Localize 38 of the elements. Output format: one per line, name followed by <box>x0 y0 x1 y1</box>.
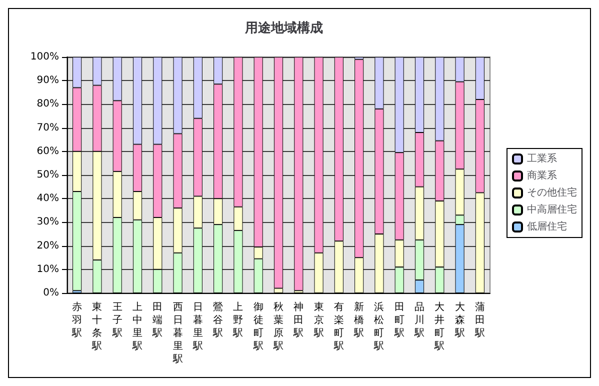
x-tick-label: 東十条駅 <box>91 301 102 352</box>
x-tick-label: 西日暮里駅 <box>172 302 183 365</box>
x-tick-label: 品川駅 <box>414 302 424 339</box>
x-tick-label: 大森駅 <box>454 301 465 339</box>
x-tick-label: 田町駅 <box>393 302 404 339</box>
x-tick-label: 有楽町駅 <box>332 301 344 352</box>
y-tick-label: 70% <box>36 122 59 134</box>
legend-label: 中高層住宅 <box>527 204 577 216</box>
x-tick-label: 上中里駅 <box>132 301 142 352</box>
x-tick-label: 日暮里駅 <box>192 302 203 352</box>
y-tick-label: 20% <box>36 240 59 252</box>
y-tick-label: 30% <box>36 216 59 228</box>
x-tick-label: 東京駅 <box>312 301 324 339</box>
legend-label: 低層住宅 <box>527 220 567 232</box>
x-tick-label: 新橋駅 <box>353 301 364 339</box>
legend-label: その他住宅 <box>527 186 577 198</box>
y-tick-label: 50% <box>36 170 59 180</box>
x-tick-label: 田端駅 <box>152 302 163 339</box>
y-tick-label: 80% <box>36 98 59 110</box>
x-tick-label: 王子駅 <box>111 302 122 339</box>
x-tick-label: 鶯谷駅 <box>212 301 224 339</box>
chart-title: 用途地域構成 <box>244 21 323 36</box>
y-tick-label: 60% <box>36 146 59 157</box>
x-tick-label: 浜松町駅 <box>373 301 384 352</box>
y-tick-label: 100% <box>30 52 59 62</box>
y-tick-label: 0% <box>43 288 59 298</box>
x-tick-label: 御徒町駅 <box>252 302 264 352</box>
x-tick-label: 大井町駅 <box>434 301 445 352</box>
y-tick-label: 40% <box>36 193 59 204</box>
x-tick-label: 秋葉原駅 <box>272 301 284 352</box>
legend-label: 商業系 <box>527 170 557 182</box>
x-tick-label: 神田駅 <box>292 301 304 339</box>
x-tick-label: 蒲田駅 <box>474 301 485 339</box>
y-tick-label: 90% <box>36 75 59 86</box>
x-tick-label: 赤羽駅 <box>71 301 82 339</box>
y-tick-label: 10% <box>36 264 59 275</box>
legend-label: 工業系 <box>527 152 557 164</box>
x-tick-label: 上野駅 <box>232 301 244 339</box>
